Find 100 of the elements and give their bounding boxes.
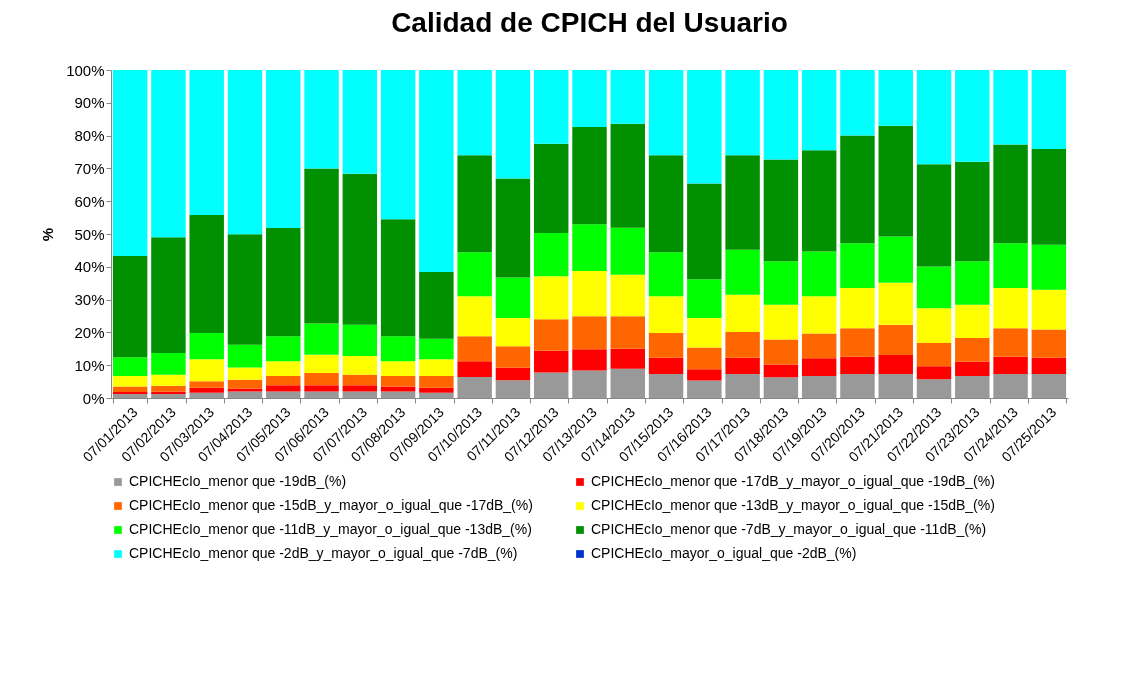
bar xyxy=(610,274,646,317)
bar xyxy=(648,155,684,253)
bar xyxy=(457,252,492,297)
bar xyxy=(266,391,301,398)
bar xyxy=(993,356,1028,375)
bar xyxy=(533,319,569,351)
bar xyxy=(840,288,875,329)
bar xyxy=(801,358,837,377)
y-tick-label: 70% xyxy=(74,159,105,177)
bar xyxy=(457,336,492,362)
bar xyxy=(916,342,952,367)
bar xyxy=(304,168,339,324)
bar xyxy=(648,374,684,398)
bar xyxy=(687,369,722,381)
bar xyxy=(955,376,990,398)
legend-label: CPICHEcIo_menor que -15dB_y_mayor_o_igual_que -17dB_(%) xyxy=(129,497,533,513)
bar xyxy=(1031,289,1067,330)
bar xyxy=(227,70,263,235)
bar xyxy=(801,150,837,252)
bar xyxy=(955,161,990,262)
bar xyxy=(725,294,760,333)
bar xyxy=(687,279,722,318)
legend-label: CPICHEcIo_mayor_o_igual_que -2dB_(%) xyxy=(591,545,857,561)
bar xyxy=(189,214,224,334)
bar xyxy=(495,277,531,318)
bar xyxy=(112,376,148,387)
bar xyxy=(419,272,454,339)
bar xyxy=(380,376,416,387)
bar xyxy=(610,316,646,349)
bar xyxy=(380,391,416,398)
bar xyxy=(687,380,722,398)
bar xyxy=(725,249,760,295)
bar xyxy=(380,70,416,220)
bar xyxy=(878,236,913,283)
bar xyxy=(648,252,684,297)
bar xyxy=(533,372,569,398)
bar xyxy=(533,143,569,234)
y-tick-label: 50% xyxy=(74,225,105,243)
bar xyxy=(725,374,760,398)
bar xyxy=(648,357,684,375)
bar xyxy=(572,224,607,272)
bar xyxy=(725,155,760,250)
bar xyxy=(151,353,186,375)
bar xyxy=(1031,244,1067,290)
bar xyxy=(342,356,378,375)
bar xyxy=(610,348,646,369)
bar xyxy=(419,70,454,273)
bar xyxy=(801,333,837,359)
bar xyxy=(457,70,492,156)
bar xyxy=(916,379,952,398)
bar xyxy=(151,237,186,354)
bar xyxy=(151,385,186,392)
bar xyxy=(610,227,646,275)
bar xyxy=(648,296,684,334)
bar xyxy=(457,155,492,253)
bar xyxy=(342,324,378,357)
bar xyxy=(801,296,837,334)
bar xyxy=(763,159,799,262)
bar xyxy=(763,304,799,340)
bar xyxy=(572,370,607,398)
bar xyxy=(687,183,722,280)
bar xyxy=(1031,374,1067,398)
bar xyxy=(304,373,339,386)
bar xyxy=(266,385,301,392)
y-tick-label: 30% xyxy=(74,291,105,309)
bar xyxy=(1031,329,1067,358)
bar xyxy=(955,70,990,162)
bar xyxy=(840,70,875,136)
bar xyxy=(533,70,569,144)
bar xyxy=(725,357,760,375)
legend-label: CPICHEcIo_menor que -19dB_(%) xyxy=(129,473,347,489)
y-tick-label: 80% xyxy=(74,127,105,145)
bar xyxy=(227,344,263,368)
bar xyxy=(380,361,416,377)
bar xyxy=(189,333,224,360)
bar xyxy=(687,347,722,370)
bar xyxy=(304,391,339,398)
bar xyxy=(266,336,301,362)
bar xyxy=(801,70,837,151)
bar xyxy=(572,70,607,128)
bar xyxy=(610,123,646,228)
bar xyxy=(993,374,1028,398)
bar xyxy=(878,125,913,237)
bar xyxy=(916,366,952,380)
bar xyxy=(610,368,646,398)
chart-title: Calidad de CPICH del Usuario xyxy=(391,7,788,38)
bar xyxy=(840,374,875,398)
bar xyxy=(955,304,990,338)
bar xyxy=(840,356,875,375)
bar xyxy=(189,359,224,382)
bar xyxy=(763,377,799,398)
bar xyxy=(457,361,492,378)
bar xyxy=(419,387,454,393)
bar xyxy=(955,261,990,305)
bar xyxy=(993,70,1028,145)
y-tick-label: 90% xyxy=(74,94,105,112)
bar xyxy=(112,70,148,256)
y-tick-label: 0% xyxy=(82,389,105,407)
bar xyxy=(304,385,339,392)
bar xyxy=(648,333,684,358)
